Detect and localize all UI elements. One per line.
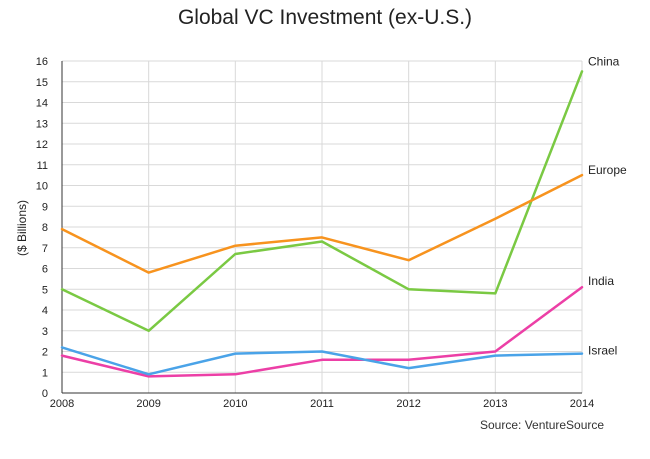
y-tick-label: 11 (37, 160, 48, 172)
series-label-china: China (588, 54, 620, 68)
source-note: Source: VentureSource (480, 418, 605, 432)
y-tick-label: 5 (42, 284, 48, 296)
series-line-china (60, 70, 584, 333)
x-tick-labels: 2008 2009 2010 2011 2012 2013 2014 (50, 398, 594, 410)
series-lines (60, 70, 584, 378)
y-tick-label: 1 (42, 367, 48, 379)
chart-title: Global VC Investment (ex-U.S.) (177, 6, 473, 29)
series-label-europe: Europe (588, 163, 627, 177)
series-line-israel (60, 346, 584, 376)
x-tick-label: 2011 (310, 398, 334, 410)
y-tick-label: 2 (42, 347, 48, 359)
series-line-europe (60, 173, 584, 274)
y-tick-label: 15 (36, 77, 48, 89)
y-axis-label: ($ Billions) (15, 200, 29, 256)
y-tick-label: 3 (42, 326, 48, 338)
y-tick-label: 13 (36, 118, 48, 130)
y-tick-label: 10 (36, 181, 48, 193)
y-tick-label: 12 (36, 139, 48, 151)
x-tick-label: 2009 (136, 398, 160, 410)
y-tick-label: 4 (42, 305, 48, 317)
series-labels: China Europe India Israel (588, 54, 627, 357)
x-tick-label: 2014 (570, 398, 594, 410)
x-tick-label: 2008 (50, 398, 74, 410)
x-tick-label: 2013 (483, 398, 507, 410)
y-tick-label: 0 (42, 388, 48, 400)
y-tick-label: 6 (42, 264, 48, 276)
series-line-india (60, 285, 584, 378)
y-tick-label: 16 (36, 56, 48, 68)
series-label-india: India (588, 274, 614, 288)
y-tick-label: 8 (42, 222, 48, 234)
y-tick-label: 14 (36, 98, 48, 110)
grid-lines (62, 60, 583, 393)
x-tick-label: 2010 (223, 398, 247, 410)
y-tick-label: 7 (42, 243, 48, 255)
series-label-israel: Israel (588, 344, 617, 358)
x-tick-label: 2012 (396, 398, 420, 410)
axes (61, 61, 582, 394)
y-tick-label: 9 (42, 201, 48, 213)
